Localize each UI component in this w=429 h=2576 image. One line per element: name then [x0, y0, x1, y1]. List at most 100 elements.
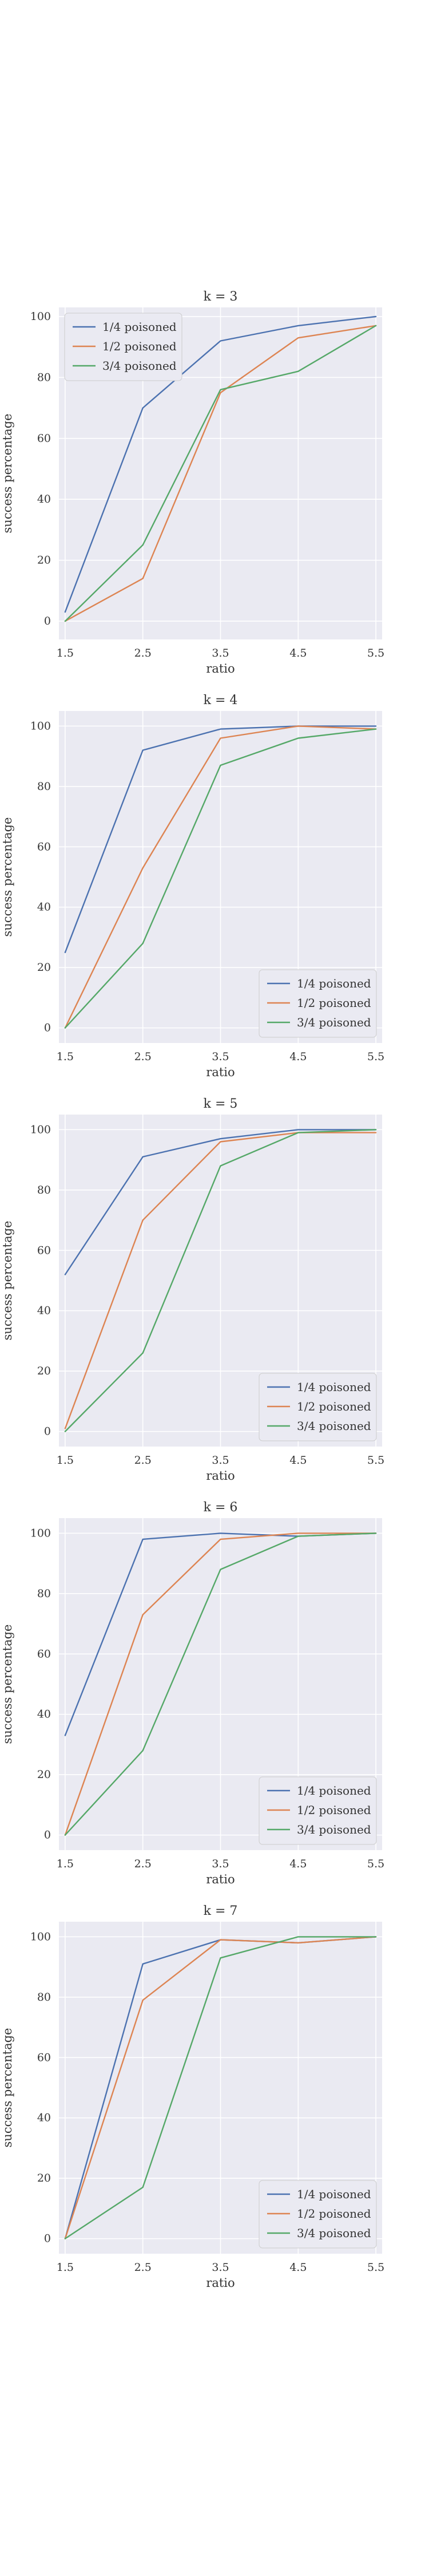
x-tick-label: 4.5: [289, 2261, 307, 2274]
y-tick-label: 40: [37, 493, 51, 505]
y-tick-label: 60: [37, 840, 51, 853]
y-axis-label: success percentage: [1, 414, 14, 534]
series-line-1: [64, 1129, 377, 1275]
y-tick-label: 20: [37, 1365, 51, 1377]
legend-label: 3/4 poisoned: [297, 1419, 371, 1433]
y-tick-label: 60: [37, 1647, 51, 1660]
x-tick-label: 4.5: [289, 647, 307, 659]
y-tick-label: 0: [44, 1829, 51, 1842]
subplot-k-3: 1.5 2.5 3.5 4.5 5.5 0 20 40 60 80 100 k = 3 ratio suc…: [1, 290, 384, 675]
y-tick-label: 100: [30, 1930, 51, 1943]
x-axis-label: ratio: [206, 1469, 235, 1483]
y-tick-label: 40: [37, 1305, 51, 1317]
y-tick-label: 40: [37, 901, 51, 914]
series-line-3: [64, 1129, 377, 1432]
x-tick-label: 3.5: [212, 1454, 229, 1467]
y-axis-label: success percentage: [1, 817, 14, 937]
legend-frame: [64, 313, 182, 381]
x-tick-label: 4.5: [289, 1454, 307, 1467]
x-tick-label: 2.5: [134, 1454, 152, 1467]
legend-label: 1/4 poisoned: [297, 1784, 371, 1797]
y-tick-label: 20: [37, 961, 51, 974]
y-tick-label: 80: [37, 1991, 51, 2004]
x-tick-label: 1.5: [57, 1050, 74, 1063]
legend-label: 3/4 poisoned: [102, 359, 177, 373]
x-tick-label: 3.5: [212, 2261, 229, 2274]
y-tick-label: 80: [37, 371, 51, 384]
chart-title: k = 6: [204, 1500, 238, 1515]
y-tick-label: 100: [30, 310, 51, 323]
legend-label: 1/2 poisoned: [102, 339, 177, 353]
x-tick-label: 3.5: [212, 1050, 229, 1063]
x-tick-label: 5.5: [367, 1050, 384, 1063]
y-tick-label: 0: [44, 615, 51, 627]
legend-label: 1/4 poisoned: [297, 1380, 371, 1394]
y-axis-label: success percentage: [1, 2028, 14, 2148]
legend-label: 1/2 poisoned: [297, 1400, 371, 1413]
x-tick-label: 5.5: [367, 1454, 384, 1467]
y-tick-label: 100: [30, 1527, 51, 1539]
y-tick-label: 60: [37, 432, 51, 445]
y-tick-label: 100: [30, 1123, 51, 1136]
y-tick-label: 0: [44, 1022, 51, 1034]
legend: 1/4 poisoned 1/2 poisoned 3/4 poisoned: [259, 1373, 377, 1441]
chart-title: k = 5: [204, 1097, 238, 1111]
x-axis-label: ratio: [206, 1872, 235, 1886]
series-line-1: [64, 725, 377, 954]
series-line-3: [64, 728, 377, 1029]
x-axis-label: ratio: [206, 2276, 235, 2290]
y-tick-label: 80: [37, 1184, 51, 1196]
y-tick-label: 80: [37, 780, 51, 793]
x-tick-label: 3.5: [212, 1858, 229, 1870]
subplot-k-7: 1.5 2.5 3.5 4.5 5.5 0 20 40 60 80 100 k = 7 ratio suc…: [1, 1904, 384, 2290]
legend-label: 3/4 poisoned: [297, 1016, 371, 1029]
x-tick-label: 2.5: [134, 647, 152, 659]
legend-frame: [259, 1776, 377, 1845]
subplot-k-4: 1.5 2.5 3.5 4.5 5.5 0 20 40 60 80 100 k = 4 ratio suc…: [1, 693, 384, 1079]
subplot-k-6: 1.5 2.5 3.5 4.5 5.5 0 20 40 60 80 100 k = 6 ratio suc…: [1, 1500, 384, 1886]
legend-label: 1/2 poisoned: [297, 1803, 371, 1817]
x-tick-label: 5.5: [367, 2261, 384, 2274]
y-tick-label: 0: [44, 2233, 51, 2245]
legend-frame: [259, 969, 377, 1038]
y-tick-label: 20: [37, 554, 51, 567]
legend-frame: [259, 1373, 377, 1441]
chart-title: k = 3: [204, 290, 238, 304]
series-line-2: [64, 325, 377, 622]
x-tick-label: 3.5: [212, 647, 229, 659]
series-line-2: [64, 1936, 377, 2239]
legend-label: 1/4 poisoned: [102, 320, 177, 334]
x-tick-label: 1.5: [57, 647, 74, 659]
legend: 1/4 poisoned 1/2 poisoned 3/4 poisoned: [64, 313, 182, 381]
legend-label: 3/4 poisoned: [297, 1823, 371, 1836]
y-tick-label: 20: [37, 1768, 51, 1781]
y-tick-label: 40: [37, 2112, 51, 2124]
y-tick-label: 0: [44, 1425, 51, 1438]
chart-title: k = 7: [204, 1904, 238, 1918]
y-tick-label: 60: [37, 2051, 51, 2064]
y-tick-label: 80: [37, 1587, 51, 1600]
y-axis-label: success percentage: [1, 1221, 14, 1341]
legend-frame: [259, 2180, 377, 2249]
series-line-3: [64, 1532, 377, 1836]
y-tick-label: 20: [37, 2172, 51, 2184]
legend-label: 1/4 poisoned: [297, 977, 371, 990]
series-line-3: [64, 1936, 377, 2239]
x-tick-label: 2.5: [134, 2261, 152, 2274]
x-tick-label: 1.5: [57, 2261, 74, 2274]
legend-label: 3/4 poisoned: [297, 2226, 371, 2240]
series-line-2: [64, 1132, 377, 1429]
series-line-1: [64, 315, 377, 613]
series-line-2: [64, 1532, 377, 1836]
x-tick-label: 5.5: [367, 1858, 384, 1870]
legend-label: 1/2 poisoned: [297, 2207, 371, 2221]
subplot-k-5: 1.5 2.5 3.5 4.5 5.5 0 20 40 60 80 100 k = 5 ratio suc…: [1, 1097, 384, 1483]
x-axis-label: ratio: [206, 1065, 235, 1079]
y-tick-label: 100: [30, 720, 51, 732]
y-axis-label: success percentage: [1, 1625, 14, 1744]
x-tick-label: 2.5: [134, 1858, 152, 1870]
series-line-2: [64, 725, 377, 1029]
x-tick-label: 2.5: [134, 1050, 152, 1063]
x-tick-label: 1.5: [57, 1858, 74, 1870]
